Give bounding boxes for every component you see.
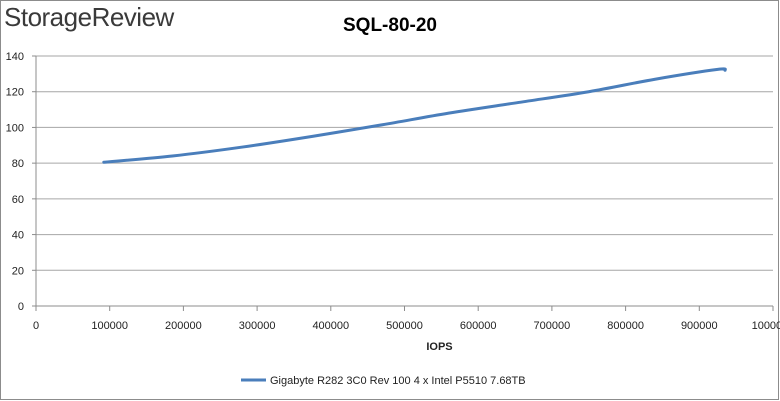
x-tick-label-10: 1000000 bbox=[752, 320, 780, 332]
x-tick-label-2: 200000 bbox=[165, 320, 202, 332]
x-tick-label-1: 100000 bbox=[91, 320, 128, 332]
legend-label: Gigabyte R282 3C0 Rev 100 4 x Intel P551… bbox=[270, 375, 526, 387]
gridlines bbox=[36, 55, 773, 271]
y-tick-label-2: 40 bbox=[12, 230, 24, 242]
x-axis-title: IOPS bbox=[426, 341, 452, 353]
x-tick-label-8: 800000 bbox=[607, 320, 644, 332]
y-tick-label-4: 80 bbox=[12, 158, 24, 170]
x-tick-label-5: 500000 bbox=[386, 320, 423, 332]
y-tick-label-6: 120 bbox=[6, 87, 24, 99]
tick-labels: 0 20 40 60 80 100 120 140 0 100000 200000 300000 400… bbox=[6, 51, 780, 332]
y-tick-label-0: 0 bbox=[18, 301, 24, 313]
x-tick-label-3: 300000 bbox=[239, 320, 276, 332]
y-tick-label-1: 20 bbox=[12, 265, 24, 277]
axes bbox=[32, 55, 774, 311]
legend: Gigabyte R282 3C0 Rev 100 4 x Intel P551… bbox=[241, 375, 526, 387]
x-tick-label-4: 400000 bbox=[312, 320, 349, 332]
x-tick-label-0: 0 bbox=[33, 320, 39, 332]
x-tick-label-9: 900000 bbox=[681, 320, 718, 332]
y-tick-label-7: 140 bbox=[6, 51, 24, 63]
series-line-0 bbox=[102, 67, 727, 164]
x-tick-label-7: 700000 bbox=[534, 320, 571, 332]
storagereview-logo: StorageReview bbox=[4, 2, 174, 32]
x-tick-label-6: 600000 bbox=[460, 320, 497, 332]
series-layer bbox=[102, 67, 727, 164]
chart-title: SQL-80-20 bbox=[343, 15, 437, 36]
y-tick-label-5: 100 bbox=[6, 122, 24, 134]
y-tick-label-3: 60 bbox=[12, 194, 24, 206]
